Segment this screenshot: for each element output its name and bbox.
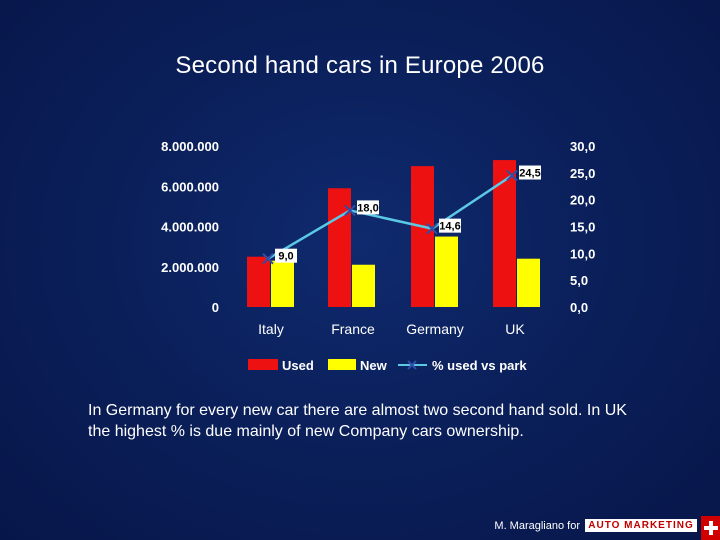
bar-new-uk: [517, 258, 540, 307]
bar-used-italy: [247, 256, 270, 307]
y-left-tick-label: 6.000.000: [161, 179, 219, 194]
y-right-tick-label: 30,0: [570, 139, 595, 154]
y-right-tick-label: 0,0: [570, 300, 588, 315]
chart: 0 2.000.000 4.000.000 6.000.000 8.000.000 0,0…: [161, 139, 595, 373]
x-category-label: UK: [505, 321, 525, 337]
legend-line-marker: [407, 360, 417, 370]
legend-label-line: % used vs park: [432, 358, 527, 373]
bar-new-germany: [435, 236, 458, 307]
data-label-box: [357, 200, 379, 215]
legend-label-new: New: [360, 358, 388, 373]
y-right-tick-label: 5,0: [570, 273, 588, 288]
line-point-marker: [344, 204, 356, 217]
y-right-tick-label: 15,0: [570, 220, 595, 235]
slide-title: Second hand cars in Europe 2006: [175, 52, 545, 79]
line-point-marker: [262, 252, 274, 265]
y-left-tick-label: 4.000.000: [161, 220, 219, 235]
line-point-marker: [506, 169, 518, 182]
legend-swatch-used: [248, 359, 278, 370]
auto-marketing-logo: AUTO MARKETING: [585, 519, 697, 532]
y-left-tick-label: 8.000.000: [161, 139, 219, 154]
bar-used-uk: [493, 160, 516, 307]
y-right-tick-label: 20,0: [570, 193, 595, 208]
data-label: 9,0: [278, 251, 293, 263]
x-category-label: France: [331, 321, 375, 337]
footer: M. Maragliano for AUTO MARKETING: [0, 508, 720, 540]
data-label: 18,0: [357, 202, 378, 214]
legend-label-used: Used: [282, 358, 314, 373]
footer-credit: M. Maragliano for: [494, 520, 580, 532]
data-label: 14,6: [439, 221, 460, 233]
data-label-box: [519, 165, 541, 180]
bar-used-france: [328, 188, 351, 307]
bar-used-germany: [411, 166, 434, 307]
y-right-tick-label: 10,0: [570, 246, 595, 261]
bar-new-italy: [271, 260, 294, 307]
x-category-label: Italy: [258, 321, 284, 337]
bar-new-france: [352, 264, 375, 307]
x-category-label: Germany: [406, 321, 464, 337]
line-point-marker: [426, 222, 438, 235]
y-left-tick-label: 0: [212, 300, 219, 315]
data-label: 24,5: [519, 168, 540, 180]
caption-text: In Germany for every new car there are a…: [88, 402, 627, 440]
line-percent-used: [267, 174, 513, 260]
y-right-tick-label: 25,0: [570, 166, 595, 181]
data-label-box: [275, 248, 297, 263]
y-left-tick-label: 2.000.000: [161, 260, 219, 275]
data-label-box: [439, 218, 461, 233]
swiss-cross-icon: [701, 516, 720, 540]
legend-swatch-new: [328, 359, 356, 370]
